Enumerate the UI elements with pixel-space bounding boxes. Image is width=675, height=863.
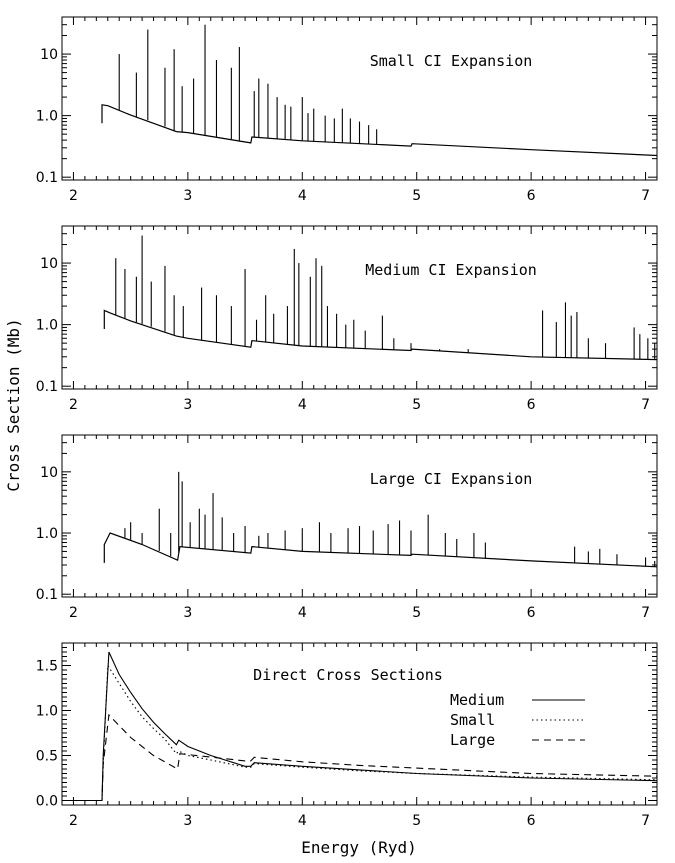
x-tick-label: 4 [298,605,307,621]
x-tick-label: 2 [69,188,78,204]
x-tick-label: 2 [69,397,78,413]
series-line-small [62,663,658,802]
x-tick-label: 2 [69,813,78,829]
x-tick-label: 7 [641,188,650,204]
x-tick-label: 4 [298,188,307,204]
y-tick-label: 1.0 [36,109,58,125]
x-tick-label: 7 [641,813,650,829]
x-tick-label: 4 [298,813,307,829]
y-tick-label: 10 [40,47,58,63]
series-line-large [62,713,658,802]
y-tick-label: 1.0 [36,704,58,720]
x-tick-label: 3 [183,397,192,413]
x-tick-label: 2 [69,605,78,621]
legend-label-small: Small [450,711,495,729]
chart-panel-3: 2 3 4 5 6 7 0.1 1.0 10 Large CI Expansion [36,434,658,621]
continuum-line [101,104,658,157]
panel-title: Large CI Expansion [370,470,533,488]
x-tick-label: 6 [527,813,536,829]
chart-panel-2: 2 3 4 5 6 7 0.1 1.0 10 Medium CI Expansion [36,225,658,413]
x-tick-label: 6 [527,605,536,621]
x-tick-label: 5 [412,605,421,621]
continuum-line [103,532,658,568]
y-tick-label: 1.0 [36,318,58,334]
plot-frame [61,434,658,598]
plot-frame [61,16,658,181]
x-axis-title: Energy (Ryd) [301,838,417,857]
chart-panel-4: 2 3 4 5 6 7 0.0 0.5 1.0 1.5 Direct Cross Sections M… [36,642,658,829]
y-tick-label: 0.5 [36,749,58,765]
x-tick-label: 5 [412,188,421,204]
x-tick-label: 6 [527,188,536,204]
y-tick-label: 1.5 [36,659,58,675]
y-tick-label: 10 [40,465,58,481]
y-tick-label: 1.0 [36,526,58,542]
y-tick-label: 10 [40,256,58,272]
continuum-line [103,309,658,361]
series-line-medium [62,651,658,802]
chart-panel-1: 2 3 4 5 6 7 0.1 1.0 10 Small CI Expansion [36,16,658,204]
x-tick-label: 6 [527,397,536,413]
x-tick-label: 7 [641,397,650,413]
x-tick-label: 7 [641,605,650,621]
panels: 2 3 4 5 6 7 0.1 1.0 10 Small CI Expansion 2 3 4 5 6 7 0.… [36,16,658,829]
x-tick-label: 3 [183,188,192,204]
panel-title: Small CI Expansion [370,52,533,70]
panel-title: Medium CI Expansion [365,261,537,279]
x-tick-label: 3 [183,605,192,621]
y-tick-label: 0.0 [36,794,58,810]
y-tick-label: 0.1 [36,170,58,186]
legend-label-medium: Medium [450,691,504,709]
y-tick-label: 0.1 [36,587,58,603]
x-tick-label: 5 [412,397,421,413]
x-tick-label: 5 [412,813,421,829]
panel-title: Direct Cross Sections [253,666,443,684]
y-axis-title: Cross Section (Mb) [4,318,23,491]
legend-label-large: Large [450,731,495,749]
x-tick-label: 4 [298,397,307,413]
y-tick-label: 0.1 [36,379,58,395]
x-tick-label: 3 [183,813,192,829]
